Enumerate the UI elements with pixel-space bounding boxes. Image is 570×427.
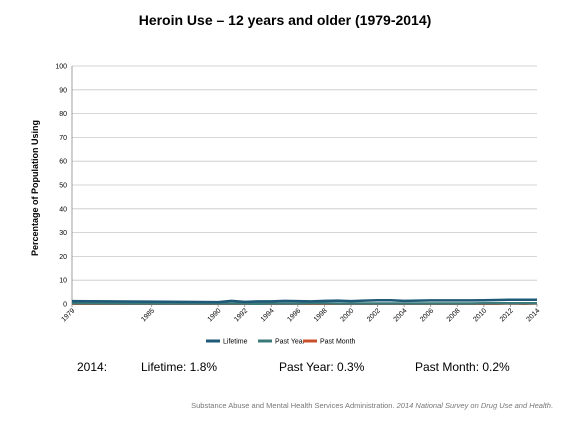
x-tick-label: 2002	[366, 307, 382, 323]
y-tick-label: 20	[59, 254, 67, 261]
legend: Lifetime Past Year Past Month	[206, 339, 356, 346]
x-tick-label: 1994	[260, 307, 276, 323]
x-tick-label: 1992	[233, 307, 249, 323]
x-tick-label: 2010	[472, 307, 488, 323]
x-tick-label: 2006	[419, 307, 435, 323]
y-axis-ticks: 0 10 20 30 40 50 60 70 80 90 100	[55, 64, 67, 309]
chart-title: Heroin Use – 12 years and older (1979-20…	[138, 12, 432, 28]
legend-label-past-year: Past Year	[275, 339, 306, 346]
summary-past-year: Past Year: 0.3%	[279, 360, 365, 374]
x-tick-label: 1998	[313, 307, 329, 323]
summary-year: 2014:	[77, 360, 108, 374]
gridlines	[71, 65, 537, 305]
x-tick-label: 2012	[499, 307, 515, 323]
y-tick-label: 60	[59, 159, 67, 166]
y-tick-label: 40	[59, 206, 67, 213]
legend-label-lifetime: Lifetime	[223, 339, 248, 346]
y-tick-label: 100	[55, 64, 67, 71]
source-citation: Substance Abuse and Mental Health Servic…	[191, 401, 553, 410]
x-tick-label: 2000	[339, 307, 355, 323]
y-tick-label: 80	[59, 111, 67, 118]
summary-lifetime: Lifetime: 1.8%	[141, 360, 218, 374]
x-tick-label: 1990	[207, 307, 223, 323]
y-tick-label: 70	[59, 135, 67, 142]
x-tick-label: 1985	[140, 307, 156, 323]
y-tick-label: 90	[59, 87, 67, 94]
x-axis-ticks: 1979 1985 1990 1992 1994 1996 1998 2000 2002 2004…	[60, 304, 541, 323]
x-tick-label: 2014	[525, 307, 541, 323]
x-tick-label: 1979	[60, 307, 76, 323]
legend-label-past-month: Past Month	[320, 339, 356, 346]
source-agency: Substance Abuse and Mental Health Servic…	[191, 401, 395, 410]
y-tick-label: 10	[59, 278, 67, 285]
series-lines	[71, 298, 538, 306]
source-publication: 2014 National Survey on Drug Use and Hea…	[396, 401, 551, 410]
y-tick-label: 30	[59, 230, 67, 237]
y-tick-label: 0	[63, 302, 67, 309]
x-tick-label: 2008	[446, 307, 462, 323]
y-tick-label: 50	[59, 183, 67, 190]
summary-past-month: Past Month: 0.2%	[415, 360, 510, 374]
x-tick-label: 2004	[393, 307, 409, 323]
y-axis-label: Percentage of Population Using	[30, 120, 40, 256]
series-line-lifetime	[71, 298, 537, 304]
x-tick-label: 1996	[286, 307, 302, 323]
